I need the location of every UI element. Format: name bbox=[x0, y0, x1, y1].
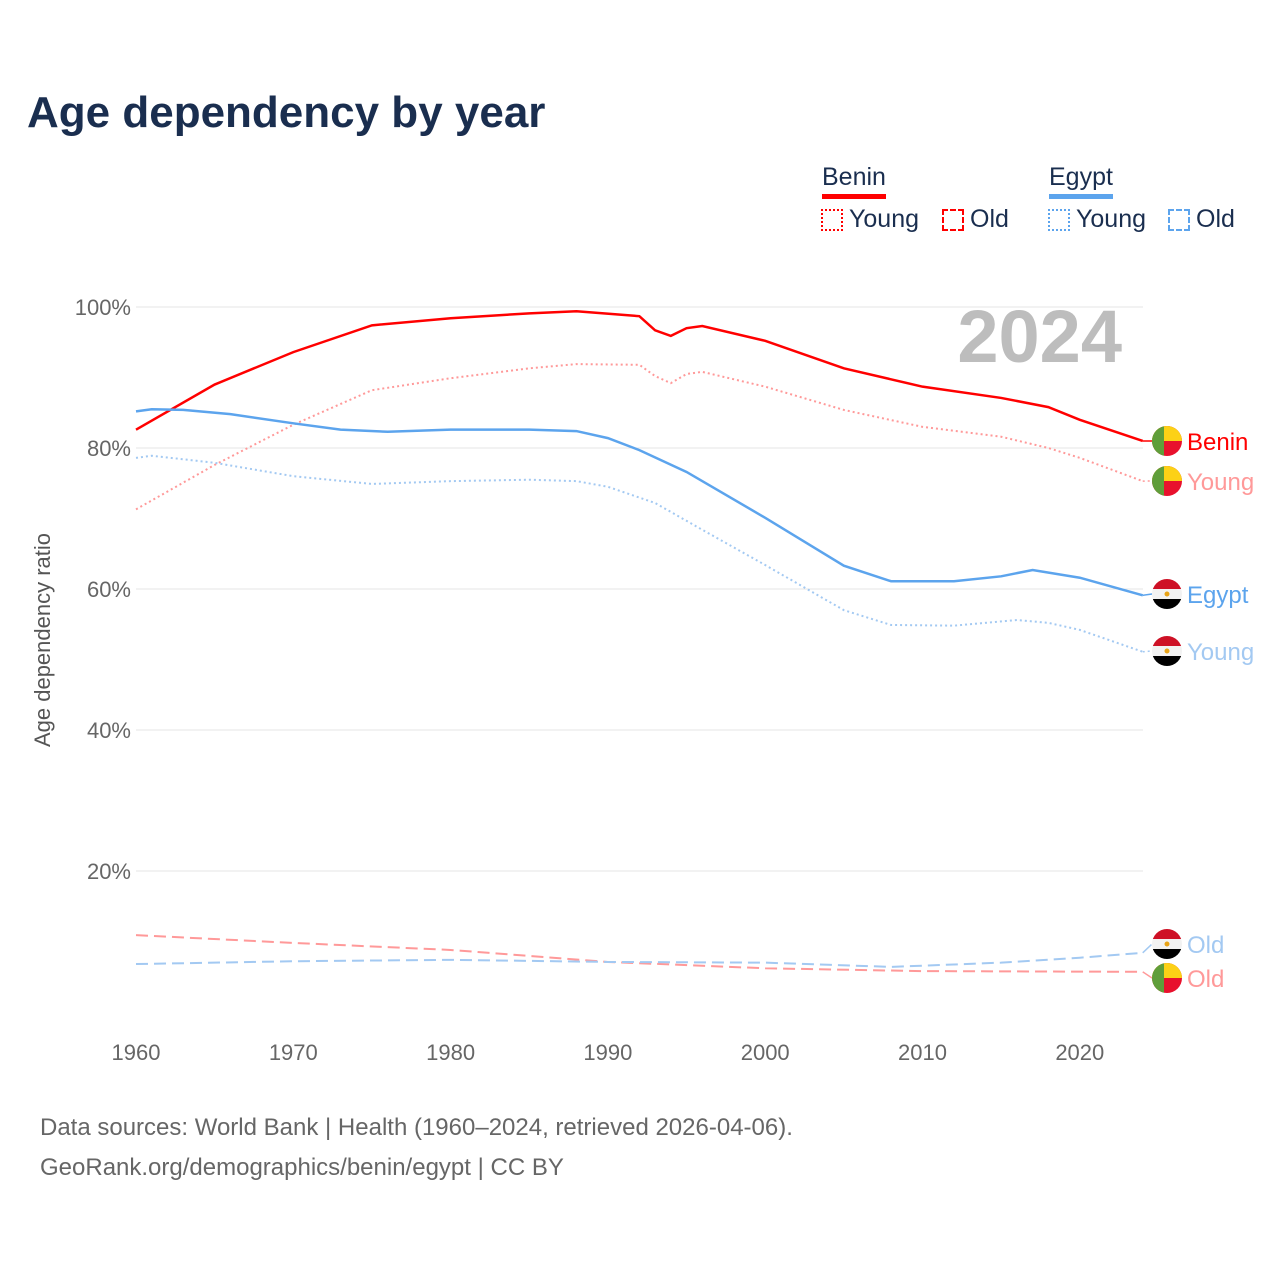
benin-flag-icon bbox=[1152, 963, 1182, 993]
series-line-benin[interactable] bbox=[135, 309, 1144, 443]
benin-flag-icon bbox=[1152, 426, 1182, 456]
y-tick-label: 100% bbox=[75, 295, 131, 320]
x-tick-label: 2000 bbox=[741, 1040, 790, 1065]
y-tick-label: 80% bbox=[87, 436, 131, 461]
x-tick-label: 2020 bbox=[1055, 1040, 1104, 1065]
plot-area: 2024 Age dependency ratio 20% 40% 60% 80% 10… bbox=[30, 295, 1254, 1065]
source-note: Data sources: World Bank | Health (1960–… bbox=[40, 1108, 793, 1188]
legend-egypt-young[interactable]: Young bbox=[1048, 205, 1146, 234]
end-label: Egypt bbox=[1187, 582, 1249, 609]
egypt-flag-icon bbox=[1152, 929, 1182, 959]
label-connector bbox=[1142, 650, 1153, 653]
legend-benin-young[interactable]: Young bbox=[821, 205, 919, 234]
egypt-flag-icon bbox=[1152, 636, 1182, 666]
legend-benin[interactable]: Benin bbox=[822, 163, 886, 199]
legend-label: Old bbox=[1196, 205, 1235, 233]
label-connector bbox=[1142, 593, 1153, 597]
legend-label: Young bbox=[1076, 205, 1146, 233]
year-label: 2024 bbox=[957, 295, 1122, 378]
x-tick-label: 1960 bbox=[112, 1040, 161, 1065]
benin-flag-icon bbox=[1152, 466, 1182, 496]
legend-egypt-old[interactable]: Old bbox=[1168, 205, 1235, 234]
source-link[interactable]: GeoRank.org/demographics/benin/egypt | C… bbox=[40, 1154, 564, 1181]
chart-title: Age dependency by year bbox=[27, 88, 546, 137]
end-label: Old bbox=[1187, 966, 1224, 993]
end-label: Young bbox=[1187, 469, 1254, 496]
end-label: Old bbox=[1187, 932, 1224, 959]
y-tick-label: 40% bbox=[87, 718, 131, 743]
y-tick-label: 60% bbox=[87, 577, 131, 602]
legend-label: Old bbox=[970, 205, 1009, 233]
series-line-benin-young[interactable] bbox=[135, 363, 1144, 511]
y-axis-label: Age dependency ratio bbox=[30, 533, 55, 747]
dotted-swatch-icon bbox=[1048, 208, 1070, 231]
legend-egypt[interactable]: Egypt bbox=[1049, 163, 1113, 199]
y-tick-label: 20% bbox=[87, 859, 131, 884]
series-line-benin-old[interactable] bbox=[135, 934, 1143, 973]
x-tick-label: 1980 bbox=[426, 1040, 475, 1065]
source-line: Data sources: World Bank | Health (1960–… bbox=[40, 1114, 793, 1141]
legend-label: Young bbox=[849, 205, 919, 233]
x-tick-label: 1970 bbox=[269, 1040, 318, 1065]
legend-benin-old[interactable]: Old bbox=[942, 205, 1009, 234]
series-line-egypt[interactable] bbox=[135, 407, 1144, 597]
end-label: Benin bbox=[1187, 429, 1248, 456]
dotted-swatch-icon bbox=[821, 208, 843, 231]
end-label: Young bbox=[1187, 639, 1254, 666]
x-tick-label: 1990 bbox=[583, 1040, 632, 1065]
series-line-egypt-young[interactable] bbox=[135, 454, 1144, 653]
series-line-egypt-old[interactable] bbox=[135, 951, 1143, 968]
egypt-flag-icon bbox=[1152, 579, 1182, 609]
x-tick-label: 2010 bbox=[898, 1040, 947, 1065]
label-connector bbox=[1142, 971, 1153, 979]
dashed-swatch-icon bbox=[1168, 208, 1190, 231]
dashed-swatch-icon bbox=[942, 208, 964, 231]
label-connector bbox=[1142, 943, 1153, 954]
